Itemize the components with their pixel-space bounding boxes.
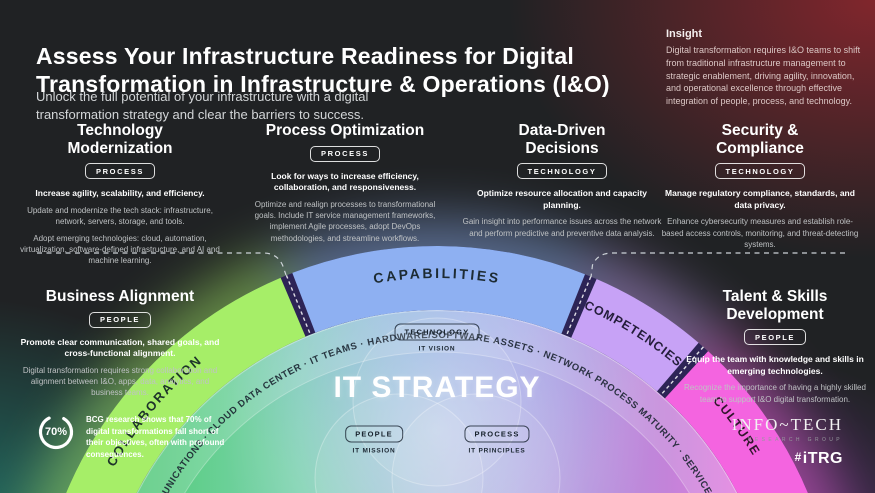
venn-tag-people: PEOPLE — [345, 425, 403, 443]
pillar-security-compliance: Security & Compliance TECHNOLOGY Manage … — [660, 122, 860, 250]
page-title-line2: Transformation in Infrastructure & Opera… — [36, 71, 610, 97]
pillar-title: Security & Compliance — [716, 122, 804, 157]
focus-title: Business Alignment — [45, 288, 195, 305]
itrg-logo: #iTRG — [732, 450, 843, 468]
page-subtitle: Unlock the full potential of your infras… — [36, 88, 436, 124]
category-badge: PROCESS — [85, 163, 155, 180]
infotech-logo: INFO~TECH RESEARCH GROUP #iTRG — [732, 415, 843, 468]
wheel-center-label: IT STRATEGY — [333, 371, 541, 404]
category-badge: PEOPLE — [88, 311, 152, 328]
pillar-title: Process Optimization — [265, 122, 425, 139]
focus-title: Talent & Skills Development — [722, 288, 828, 323]
pillar-lead: Increase agility, scalability, and effic… — [35, 188, 205, 199]
focus-lead: Equip the team with knowledge and skills… — [686, 354, 864, 376]
infotech-subtitle: RESEARCH GROUP — [747, 437, 843, 443]
focus-body: Recognize the importance of having a hig… — [684, 383, 866, 404]
page-subtitle-line2: transformation strategy and clear the ba… — [36, 107, 365, 123]
venn-tag-process: PROCESS — [464, 425, 530, 443]
itrg-hash-icon: # — [794, 450, 802, 464]
pillar-body: Enhance cybersecurity measures and estab… — [661, 217, 859, 249]
pillar-body: Gain insight into performance issues acr… — [462, 217, 662, 238]
category-badge: PEOPLE — [743, 329, 807, 346]
bcg-stat: 70% BCG research shows that 70% of digit… — [36, 412, 231, 460]
focus-talent-skills: Talent & Skills Development PEOPLE Equip… — [684, 288, 866, 405]
page-subtitle-line1: Unlock the full potential of your infras… — [36, 89, 369, 104]
venn-caption-it-vision: IT VISION — [418, 345, 456, 353]
venn-node-technology: TECHNOLOGY IT VISION — [394, 323, 480, 353]
venn-node-process: PROCESS IT PRINCIPLES — [464, 425, 530, 455]
pillar-lead: Manage regulatory compliance, standards,… — [665, 188, 855, 210]
infotech-wordmark: INFO~TECH — [731, 415, 843, 434]
pillar-data-driven-decisions: Data-Driven Decisions TECHNOLOGY Optimiz… — [462, 122, 662, 239]
insight-body: Digital transformation requires I&O team… — [666, 45, 861, 107]
pillar-title: Technology Modernization — [67, 122, 173, 157]
venn-caption-it-mission: IT MISSION — [352, 447, 396, 455]
venn-node-people: PEOPLE IT MISSION — [345, 425, 403, 455]
pillar-lead: Look for ways to increase efficiency, co… — [271, 170, 419, 193]
insight-heading: Insight — [666, 28, 703, 40]
focus-body: Digital transformation requires strong c… — [22, 365, 218, 398]
pillar-body: Update and modernize the tech stack: inf… — [27, 205, 213, 227]
category-badge: TECHNOLOGY — [714, 163, 806, 180]
page-title-line1: Assess Your Infrastructure Readiness for… — [36, 43, 574, 70]
pillar-technology-modernization: Technology Modernization PROCESS Increas… — [20, 122, 220, 267]
pillar-title: Data-Driven Decisions — [518, 122, 606, 157]
venn-caption-it-principles: IT PRINCIPLES — [468, 447, 526, 455]
stat-donut-icon: 70% — [36, 412, 76, 452]
stat-ring-arc — [38, 414, 74, 450]
page-title: Assess Your Infrastructure Readiness for… — [36, 43, 681, 98]
stat-value: 70% — [44, 426, 68, 438]
pillar-body2: Adopt emerging technologies: cloud, auto… — [20, 233, 220, 266]
focus-business-alignment: Business Alignment PEOPLE Promote clear … — [20, 288, 220, 399]
category-badge: TECHNOLOGY — [516, 163, 608, 180]
venn-tag-technology: TECHNOLOGY — [394, 323, 480, 341]
stat-text: BCG research shows that 70% of digital t… — [86, 415, 225, 459]
pillar-lead: Optimize resource allocation and capacit… — [476, 188, 648, 210]
category-badge: PROCESS — [310, 145, 380, 162]
itrg-text: iTRG — [802, 450, 843, 467]
pillar-process-optimization: Process Optimization PROCESS Look for wa… — [245, 122, 445, 244]
insight-callout: Insight Digital transformation requires … — [666, 28, 868, 108]
pillar-body: Optimize and realign processes to transf… — [254, 199, 436, 243]
focus-lead: Promote clear communication, shared goal… — [20, 336, 220, 359]
